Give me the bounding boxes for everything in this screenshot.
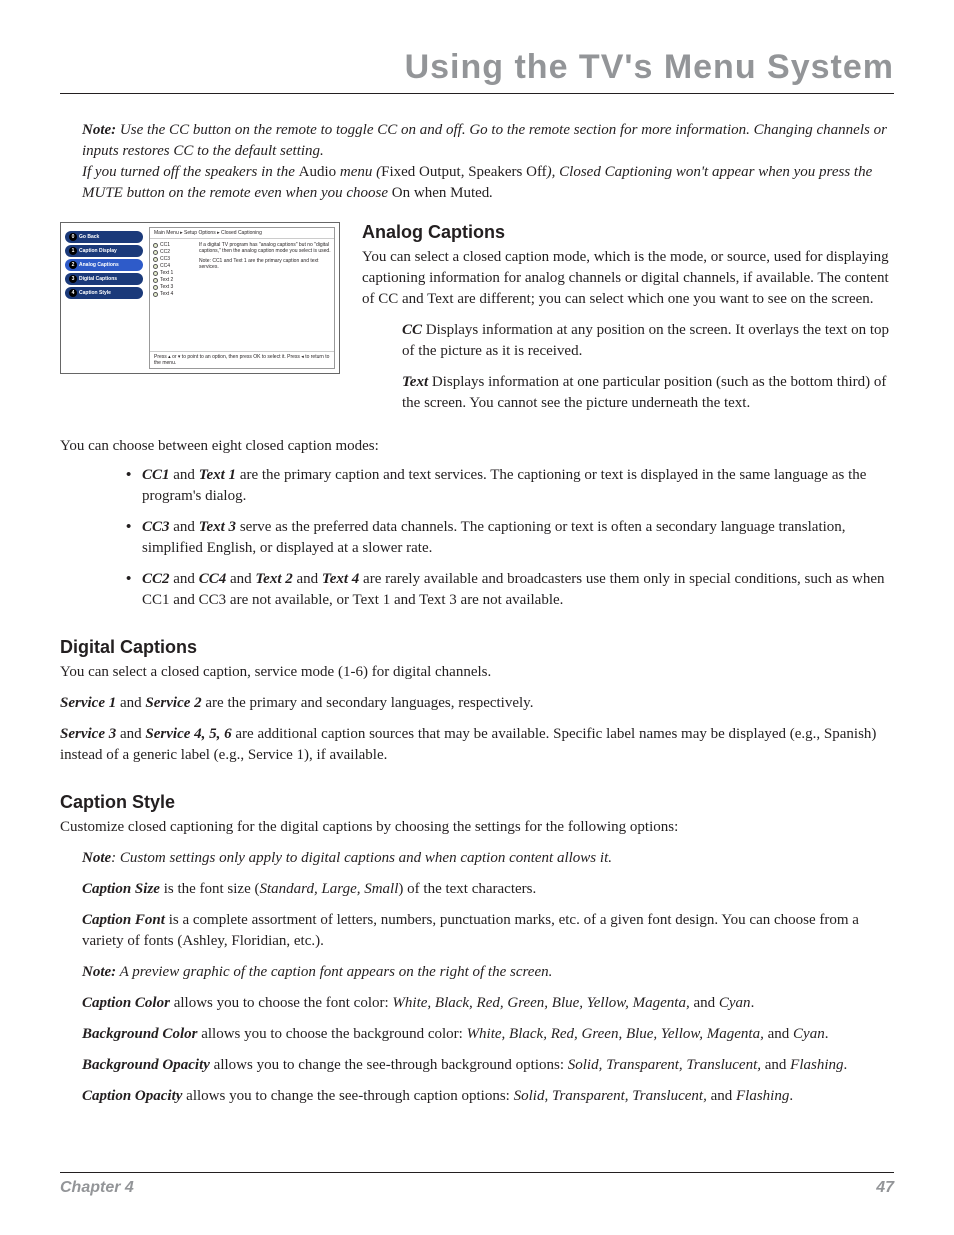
mode-item-3: CC2 and CC4 and Text 2 and Text 4 are ra… <box>126 569 894 611</box>
note-text-2a: If you turned off the speakers in the <box>82 164 299 180</box>
ss-caption-display: 1Caption Display <box>65 245 143 257</box>
analog-intro: You can select a closed caption mode, wh… <box>362 247 894 310</box>
digital-p1: You can select a closed caption, service… <box>60 662 894 683</box>
style-background-opacity: Background Opacity allows you to change … <box>82 1055 894 1076</box>
ss-analog-captions: 2Analog Captions <box>65 259 143 271</box>
modes-list: CC1 and Text 1 are the primary caption a… <box>126 465 894 611</box>
analog-text-def: Text Displays information at one particu… <box>402 372 894 414</box>
style-caption-opacity: Caption Opacity allows you to change the… <box>82 1086 894 1107</box>
style-background-color: Background Color allows you to choose th… <box>82 1024 894 1045</box>
mode-item-1: CC1 and Text 1 are the primary caption a… <box>126 465 894 507</box>
style-note-2: Note: A preview graphic of the caption f… <box>82 962 894 983</box>
style-intro: Customize closed captioning for the digi… <box>60 817 894 838</box>
note-roman-1: Audio <box>299 164 337 180</box>
screenshot-footer: Press ▴ or ▾ to point to an option, then… <box>150 351 334 368</box>
style-heading: Caption Style <box>60 792 894 813</box>
screenshot-description: If a digital TV program has "analog capt… <box>199 242 331 348</box>
digital-services-primary: Service 1 and Service 2 are the primary … <box>60 693 894 714</box>
style-options-list: Note: Custom settings only apply to digi… <box>82 848 894 1107</box>
note-roman-2: Fixed Output, Speakers Off <box>381 164 547 180</box>
ss-go-back: 0Go Back <box>65 231 143 243</box>
style-caption-color: Caption Color allows you to choose the f… <box>82 993 894 1014</box>
style-caption-font: Caption Font is a complete assortment of… <box>82 910 894 952</box>
mode-item-2: CC3 and Text 3 serve as the preferred da… <box>126 517 894 559</box>
note-label: Note: <box>82 122 116 138</box>
analog-heading: Analog Captions <box>362 222 894 243</box>
digital-services-additional: Service 3 and Service 4, 5, 6 are additi… <box>60 724 894 766</box>
note-text-2d: . <box>489 185 493 201</box>
analog-captions-section: Analog Captions You can select a closed … <box>362 222 894 424</box>
screenshot-breadcrumb: Main Menu ▸ Setup Options ▸ Closed Capti… <box>150 228 334 239</box>
screenshot-sidebar: 0Go Back 1Caption Display 2Analog Captio… <box>65 227 143 369</box>
analog-cc-def: CC Displays information at any position … <box>402 320 894 362</box>
screenshot-option-list: CC1 CC2 CC3 CC4 Text 1 Text 2 Text 3 Tex… <box>153 242 193 348</box>
note-roman-3: On when Muted <box>392 185 490 201</box>
chapter-label: Chapter 4 <box>60 1179 134 1197</box>
page-number: 47 <box>876 1179 894 1197</box>
digital-heading: Digital Captions <box>60 637 894 658</box>
style-caption-size: Caption Size is the font size (Standard,… <box>82 879 894 900</box>
top-note: Note: Use the CC button on the remote to… <box>82 120 894 204</box>
style-note-1: Note: Custom settings only apply to digi… <box>82 848 894 869</box>
ss-caption-style: 4Caption Style <box>65 287 143 299</box>
page-title: Using the TV's Menu System <box>60 48 894 94</box>
note-text-1: Use the CC button on the remote to toggl… <box>82 122 887 159</box>
modes-intro: You can choose between eight closed capt… <box>60 438 894 455</box>
page-footer: Chapter 4 47 <box>60 1172 894 1197</box>
screenshot-panel: Main Menu ▸ Setup Options ▸ Closed Capti… <box>149 227 335 369</box>
note-text-2b: menu ( <box>336 164 381 180</box>
menu-screenshot: 0Go Back 1Caption Display 2Analog Captio… <box>60 222 340 374</box>
ss-digital-captions: 3Digital Captions <box>65 273 143 285</box>
